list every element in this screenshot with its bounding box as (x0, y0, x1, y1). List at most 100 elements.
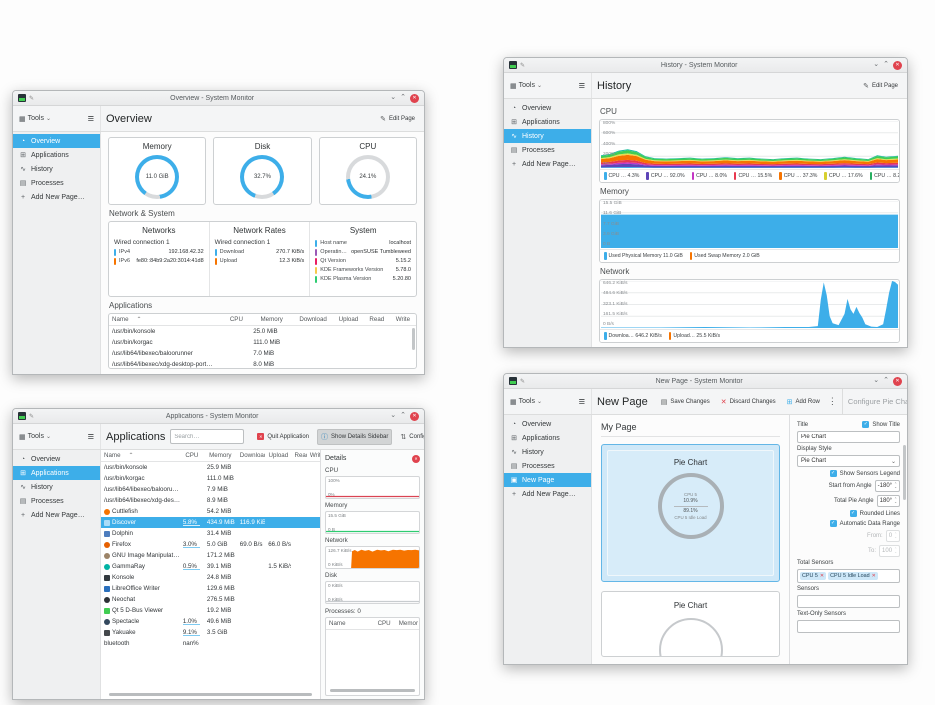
horizontal-scrollbar[interactable] (330, 689, 415, 692)
column-header-memory[interactable]: Memory (209, 452, 232, 459)
sensor-chip[interactable]: CPU 5 Idle Load ✕ (828, 572, 878, 580)
sensor-chip[interactable]: CPU 5 ✕ (800, 572, 827, 580)
memory-gauge-card[interactable]: Memory 11.0 GiB (108, 137, 207, 205)
save-changes-button[interactable]: ▤ Save Changes (658, 396, 713, 408)
column-header-download[interactable]: Download (239, 452, 266, 459)
sidebar-item-add-new-page[interactable]: + Add New Page… (504, 487, 591, 501)
minimize-icon[interactable]: ⌄ (390, 412, 397, 419)
column-header-cpu[interactable]: CPU (229, 316, 243, 323)
show-title-checkbox[interactable]: ✓ Show Title (862, 421, 900, 428)
sidebar-item-add-new-page[interactable]: + Add New Page… (13, 190, 100, 204)
maximize-icon[interactable]: ⌃ (883, 61, 889, 68)
sidebar-item-overview[interactable]: ◔ Overview (13, 452, 100, 466)
sidebar-item-overview[interactable]: ◔ Overview (504, 101, 591, 115)
sidebar-item-history[interactable]: ∿ History (504, 445, 591, 459)
display-style-select[interactable]: Pie Chart ⌄ (797, 455, 900, 467)
sidebar-item-add-new-page[interactable]: + Add New Page… (504, 157, 591, 171)
table-row[interactable]: Qt 5 D-Bus Viewer 19.2 MiB (101, 605, 320, 616)
tools-menu-button[interactable]: ▦ Tools ⌄ (510, 398, 542, 406)
hamburger-menu-icon[interactable]: ≡ (578, 395, 585, 408)
show-sensors-legend-checkbox[interactable]: ✓ Show Sensors Legend (829, 470, 900, 477)
table-row[interactable]: Dolphin 31.4 MiB (101, 528, 320, 539)
add-row-button[interactable]: ⊞ Add Row (784, 396, 823, 408)
table-row[interactable]: Cuttlefish 54.2 MiB (101, 506, 320, 517)
table-row[interactable]: /usr/bin/konsole 25.9 MiB (101, 462, 320, 473)
show-details-sidebar-button[interactable]: ⓘ Show Details Sidebar (317, 428, 393, 445)
close-details-icon[interactable]: ✕ (412, 454, 420, 463)
table-row[interactable]: GNU Image Manipulat… 171.2 MiB (101, 550, 320, 561)
sidebar-item-processes[interactable]: ▤ Processes (13, 494, 100, 508)
sidebar-item-history[interactable]: ∿ History (13, 480, 100, 494)
sidebar-item-overview[interactable]: ◔ Overview (504, 417, 591, 431)
search-input[interactable] (170, 429, 245, 444)
rounded-lines-checkbox[interactable]: ✓ Rounded Lines (849, 510, 900, 517)
minimize-icon[interactable]: ⌄ (390, 94, 397, 101)
column-header-read[interactable]: Read (294, 452, 306, 459)
vertical-scrollbar[interactable] (903, 445, 906, 500)
titlebar[interactable]: ✎ Overview - System Monitor ⌄ ⌃ ✕ (13, 91, 424, 106)
column-header-memory[interactable]: Memory (260, 316, 283, 323)
spin-arrows-icon[interactable]: ⌃ ⌄ (894, 496, 897, 504)
title-input[interactable] (797, 431, 900, 443)
column-header-upload[interactable]: Upload (268, 452, 289, 459)
titlebar[interactable]: ✎ New Page - System Monitor ⌄ ⌃ ✕ (504, 374, 907, 389)
column-header-read[interactable]: Read (369, 316, 385, 323)
vertical-scrollbar[interactable] (412, 328, 415, 350)
start-angle-spinbox[interactable]: -180° ⌃ ⌄ (874, 480, 900, 492)
selected-pie-chart-widget[interactable]: Pie Chart CPU 5 10.9% 89.1% CPU 5 Idle L… (601, 444, 780, 582)
overflow-menu-icon[interactable]: ⋮ (827, 396, 837, 406)
table-row[interactable]: Neochat 276.5 MiB (101, 594, 320, 605)
close-icon[interactable]: ✕ (893, 60, 902, 70)
table-row[interactable]: Spectacle 1.0% 49.6 MiB (101, 616, 320, 627)
second-pie-chart-widget[interactable]: Pie Chart (601, 591, 780, 657)
configure-columns-button[interactable]: ⇅ Configure columns… (397, 431, 424, 443)
spin-arrows-icon[interactable]: ⌃ ⌄ (894, 481, 897, 489)
sidebar-item-processes[interactable]: ▤ Processes (504, 143, 591, 157)
table-row[interactable]: /usr/bin/korgac 111.0 MiB (109, 337, 416, 348)
table-row[interactable]: /usr/lib64/libexec/balooru… 7.9 MiB (101, 484, 320, 495)
hamburger-menu-icon[interactable]: ≡ (87, 112, 94, 125)
close-icon[interactable]: ✕ (410, 411, 419, 421)
discard-changes-button[interactable]: ✕ Discard Changes (718, 396, 779, 408)
column-header-write[interactable]: Write (309, 452, 320, 459)
tools-menu-button[interactable]: ▦ Tools ⌄ (19, 433, 51, 441)
sidebar-item-applications[interactable]: ⊞ Applications (13, 466, 100, 480)
tools-menu-button[interactable]: ▦ Tools ⌄ (19, 115, 51, 123)
total-angle-spinbox[interactable]: 180° ⌃ ⌄ (876, 495, 900, 507)
table-row[interactable]: /usr/lib64/libexec/baloorunner 7.0 MiB (109, 348, 416, 359)
close-icon[interactable]: ✕ (410, 93, 419, 103)
column-header-download[interactable]: Download (299, 316, 327, 323)
table-row[interactable]: LibreOffice Writer 129.6 MiB (101, 583, 320, 594)
sidebar-item-overview[interactable]: ◔ Overview (13, 134, 100, 148)
sidebar-item-applications[interactable]: ⊞ Applications (504, 115, 591, 129)
cpu-gauge-card[interactable]: CPU 24.1% (318, 137, 417, 205)
minimize-icon[interactable]: ⌄ (873, 377, 880, 384)
sidebar-item-history[interactable]: ∿ History (13, 162, 100, 176)
sidebar-item-applications[interactable]: ⊞ Applications (13, 148, 100, 162)
edit-page-button[interactable]: ✎ Edit Page (860, 80, 901, 92)
column-header-name[interactable]: Name ⌃ (104, 452, 134, 459)
column-header-upload[interactable]: Upload (338, 316, 359, 323)
automatic-data-range-checkbox[interactable]: ✓ Automatic Data Range (829, 520, 900, 527)
sidebar-item-add-new-page[interactable]: + Add New Page… (13, 508, 100, 522)
table-row[interactable]: /usr/lib64/libexec/xdg-des… 8.9 MiB (101, 495, 320, 506)
remove-chip-icon[interactable]: ✕ (819, 573, 825, 579)
close-icon[interactable]: ✕ (893, 376, 902, 386)
hamburger-menu-icon[interactable]: ≡ (578, 79, 585, 92)
table-row[interactable]: /usr/lib64/libexec/xdg-desktop-port… 8.0 … (109, 359, 416, 368)
disk-gauge-card[interactable]: Disk 32.7% (213, 137, 312, 205)
maximize-icon[interactable]: ⌃ (883, 377, 889, 384)
table-row[interactable]: Yakuake 9.1% 3.5 GiB (101, 627, 320, 638)
column-header-cpu[interactable]: CPU (185, 452, 199, 459)
sensors-field[interactable] (797, 595, 900, 608)
table-row[interactable]: Firefox 3.0% 5.0 GiB 69.0 B/s 66.0 B/s (101, 539, 320, 550)
column-header-cpu[interactable]: CPU (377, 620, 391, 627)
column-header-write[interactable]: Write (395, 316, 411, 323)
edit-page-button[interactable]: ✎ Edit Page (377, 113, 418, 125)
minimize-icon[interactable]: ⌄ (873, 61, 880, 68)
sidebar-item-new-page[interactable]: ▣ New Page (504, 473, 591, 487)
table-row[interactable]: GammaRay 0.5% 39.1 MiB 1.5 KiB/s (101, 561, 320, 572)
table-row[interactable]: Konsole 24.8 MiB (101, 572, 320, 583)
maximize-icon[interactable]: ⌃ (400, 412, 406, 419)
